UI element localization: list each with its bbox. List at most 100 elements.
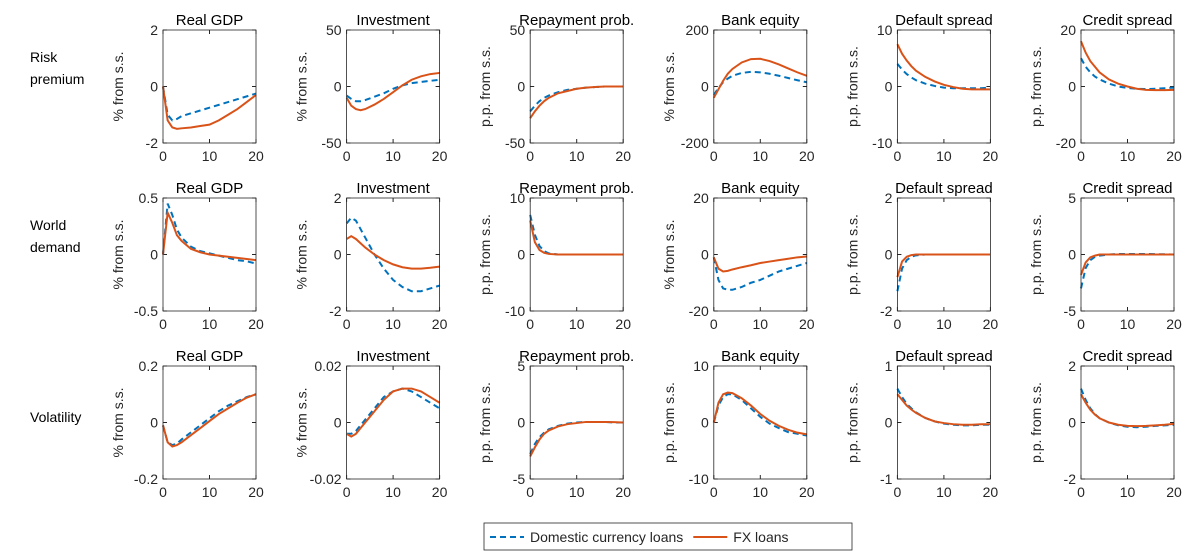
x-tick-label: 20 [983, 316, 999, 332]
y-tick-label: 2 [150, 22, 158, 38]
y-axis-label: % from s.s. [294, 387, 310, 457]
y-tick-label: -200 [681, 135, 709, 151]
y-tick-label: -20 [689, 303, 709, 319]
series-line [162, 86, 257, 130]
x-tick-label: 0 [343, 316, 351, 332]
chart-title: Investment [356, 12, 430, 29]
x-tick-label: 0 [343, 148, 351, 164]
chart-title: Default spread [895, 180, 993, 197]
x-tick-label: 10 [936, 484, 952, 500]
chart-title: Real GDP [176, 180, 244, 197]
x-tick-label: 0 [1077, 484, 1085, 500]
series-line [345, 71, 440, 112]
x-tick-label: 20 [799, 316, 815, 332]
plot-area [1081, 366, 1174, 479]
series-line [1080, 252, 1175, 289]
x-tick-label: 20 [799, 484, 815, 500]
y-tick-label: 1 [885, 358, 893, 374]
y-tick-label: -10 [505, 303, 525, 319]
axes-box [897, 29, 991, 144]
y-axis-label: % from s.s. [110, 387, 126, 457]
y-tick-label: 0 [334, 415, 342, 431]
axes-box [529, 197, 624, 312]
legend-label: Domestic currency loans [530, 529, 683, 545]
x-tick-label: 20 [615, 316, 631, 332]
axes-box [1080, 29, 1175, 144]
axes-box [529, 365, 624, 480]
x-tick-label: 0 [894, 316, 902, 332]
x-tick-label: 20 [432, 148, 448, 164]
series-line [346, 387, 441, 435]
plot-area [346, 198, 440, 311]
legend-label: FX loans [733, 529, 788, 545]
chart-title: Bank equity [721, 12, 800, 29]
x-tick-label: 20 [983, 484, 999, 500]
x-tick-label: 20 [1166, 484, 1182, 500]
y-tick-label: -0.5 [134, 303, 158, 319]
y-tick-label: 0 [334, 247, 342, 263]
chart-title: Real GDP [176, 12, 244, 29]
y-tick-label: 10 [510, 190, 526, 206]
y-tick-label: 20 [1060, 22, 1076, 38]
chart-title: Real GDP [176, 348, 244, 365]
plot-area [346, 366, 440, 479]
series-line [1080, 253, 1174, 276]
plot-area [163, 366, 256, 479]
x-tick-label: 0 [159, 484, 167, 500]
y-tick-label: 20 [693, 190, 709, 206]
series-line [346, 78, 440, 103]
y-tick-label: 0 [150, 415, 158, 431]
x-tick-label: 10 [569, 316, 585, 332]
x-tick-label: 20 [432, 484, 448, 500]
x-tick-label: 20 [1166, 316, 1182, 332]
series-line [529, 420, 624, 457]
x-tick-label: 10 [753, 148, 769, 164]
x-tick-label: 10 [202, 316, 218, 332]
x-tick-label: 20 [1166, 148, 1182, 164]
series-line [162, 203, 257, 265]
series-line [896, 253, 991, 278]
y-tick-label: 5 [517, 358, 525, 374]
x-tick-label: 20 [983, 148, 999, 164]
y-tick-label: -5 [1064, 303, 1077, 319]
y-axis-label: p.p. from s.s. [1028, 214, 1044, 295]
row-label: Volatility [30, 409, 82, 425]
axes-box [162, 365, 257, 480]
x-tick-label: 0 [526, 148, 534, 164]
x-tick-label: 10 [936, 316, 952, 332]
y-tick-label: 0 [701, 415, 709, 431]
x-tick-label: 0 [526, 484, 534, 500]
y-tick-label: 0 [517, 247, 525, 263]
x-tick-label: 20 [615, 148, 631, 164]
x-tick-label: 20 [248, 148, 264, 164]
series-line [346, 387, 441, 438]
legend-box [483, 522, 853, 551]
y-tick-label: 50 [510, 22, 526, 38]
y-axis-label: p.p. from s.s. [477, 382, 493, 463]
y-axis-label: p.p. from s.s. [1028, 382, 1044, 463]
y-tick-label: 0 [1068, 415, 1076, 431]
x-tick-label: 20 [248, 484, 264, 500]
y-axis-label: % from s.s. [294, 51, 310, 121]
y-tick-label: 0 [701, 79, 709, 95]
y-axis-label: % from s.s. [661, 51, 677, 121]
axes-box [346, 197, 441, 312]
y-tick-label: 0.2 [139, 358, 159, 374]
chart-title: Credit spread [1082, 12, 1172, 29]
axes-box [897, 365, 991, 480]
axes-box [162, 197, 257, 312]
axes-box [346, 365, 441, 480]
x-tick-label: 10 [1120, 316, 1136, 332]
chart-title: Default spread [895, 348, 993, 365]
x-tick-label: 0 [710, 316, 718, 332]
chart-title: Credit spread [1082, 180, 1172, 197]
x-tick-label: 20 [799, 148, 815, 164]
axes-box [897, 197, 991, 312]
series-line [712, 255, 807, 273]
series-line [345, 216, 440, 293]
y-tick-label: 0 [1068, 79, 1076, 95]
y-axis-label: % from s.s. [110, 51, 126, 121]
axes-box [162, 29, 257, 144]
series-line [162, 208, 257, 262]
x-tick-label: 0 [159, 316, 167, 332]
